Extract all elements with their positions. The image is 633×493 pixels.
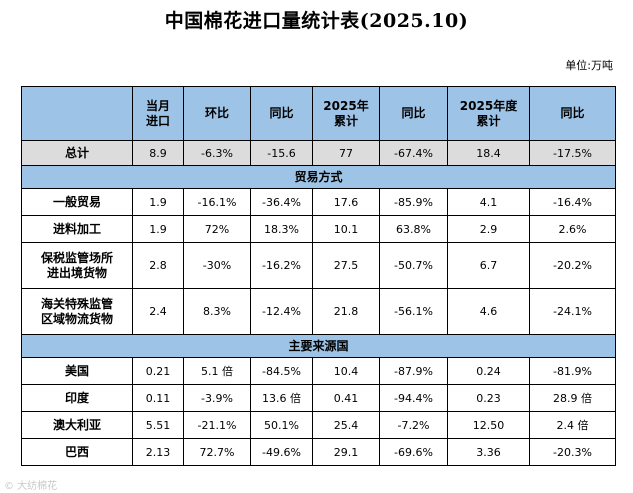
table-cell: 10.1 (312, 215, 380, 243)
row-label: 印度 (21, 384, 133, 412)
table-cell: 2.4 (132, 288, 184, 335)
table-cell: 12.50 (447, 411, 530, 439)
section-title: 贸易方式 (21, 165, 616, 189)
cotton-import-table: 当月 进口 环比 同比 2025年 累计 同比 2025年度 累计 同比 总计 … (21, 86, 616, 466)
table-cell: 6.7 (447, 242, 530, 289)
table-cell: -67.4% (379, 140, 448, 166)
table-cell: -56.1% (379, 288, 448, 335)
table-cell: 2.8 (132, 242, 184, 289)
section-header-row: 贸易方式 (21, 165, 616, 189)
table-cell: 4.6 (447, 288, 530, 335)
table-row: 美国 0.21 5.1 倍 -84.5% 10.4 -87.9% 0.24 -81.9% (21, 357, 616, 385)
header-cell: 同比 (379, 86, 448, 141)
table-cell: -20.2% (529, 242, 616, 289)
table-cell: 18.4 (447, 140, 530, 166)
table-cell: -24.1% (529, 288, 616, 335)
table-cell: -20.3% (529, 438, 616, 466)
row-label: 巴西 (21, 438, 133, 466)
table-row: 进料加工 1.9 72% 18.3% 10.1 63.8% 2.9 2.6% (21, 215, 616, 243)
table-row: 澳大利亚 5.51 -21.1% 50.1% 25.4 -7.2% 12.50 2.4 倍 (21, 411, 616, 439)
table-cell: 13.6 倍 (250, 384, 313, 412)
table-cell: 27.5 (312, 242, 380, 289)
table-cell: 10.4 (312, 357, 380, 385)
table-cell: 18.3% (250, 215, 313, 243)
table-cell: 0.21 (132, 357, 184, 385)
table-cell: 4.1 (447, 188, 530, 216)
table-cell: -16.4% (529, 188, 616, 216)
row-label: 海关特殊监管 区域物流货物 (21, 288, 133, 335)
table-cell: 5.1 倍 (183, 357, 251, 385)
table-cell: -69.6% (379, 438, 448, 466)
table-cell: 50.1% (250, 411, 313, 439)
table-cell: 63.8% (379, 215, 448, 243)
table-row: 海关特殊监管 区域物流货物 2.4 8.3% -12.4% 21.8 -56.1% 4.6-… (21, 288, 616, 335)
table-row: 一般贸易 1.9 -16.1% -36.4% 17.6 -85.9% 4.1 -16.4% (21, 188, 616, 216)
table-cell: 1.9 (132, 188, 184, 216)
table-cell: -15.6 (250, 140, 313, 166)
header-cell: 同比 (529, 86, 616, 141)
table-cell: -12.4% (250, 288, 313, 335)
table-cell: 2.4 倍 (529, 411, 616, 439)
unit-label: 单位:万吨 (565, 59, 613, 72)
table-row: 巴西 2.13 72.7% -49.6% 29.1 -69.6% 3.36 -20.3% (21, 438, 616, 466)
section-title: 主要来源国 (21, 334, 616, 358)
header-cell: 2025年 累计 (312, 86, 380, 141)
table-cell: 29.1 (312, 438, 380, 466)
table-cell: 2.9 (447, 215, 530, 243)
table-cell: -17.5% (529, 140, 616, 166)
table-cell: 21.8 (312, 288, 380, 335)
table-cell: -49.6% (250, 438, 313, 466)
table-cell: -94.4% (379, 384, 448, 412)
table-cell: 8.9 (132, 140, 184, 166)
table-cell: -3.9% (183, 384, 251, 412)
table-cell: 3.36 (447, 438, 530, 466)
table-cell: 8.3% (183, 288, 251, 335)
table-cell: -50.7% (379, 242, 448, 289)
row-label: 总计 (21, 140, 133, 166)
table-cell: 0.23 (447, 384, 530, 412)
table-cell: -16.2% (250, 242, 313, 289)
table-cell: 2.6% (529, 215, 616, 243)
table-row: 保税监管场所 进出境货物 2.8 -30% -16.2% 27.5 -50.7% 6.7 -2… (21, 242, 616, 289)
table-cell: 77 (312, 140, 380, 166)
header-cell: 2025年度 累计 (447, 86, 530, 141)
table-cell: 72% (183, 215, 251, 243)
header-cell: 环比 (183, 86, 251, 141)
header-cell: 当月 进口 (132, 86, 184, 141)
table-cell: 5.51 (132, 411, 184, 439)
table-cell: -81.9% (529, 357, 616, 385)
table-cell: 0.11 (132, 384, 184, 412)
header-row: 当月 进口 环比 同比 2025年 累计 同比 2025年度 累计 同比 (21, 86, 616, 141)
table-cell: 0.41 (312, 384, 380, 412)
header-cell: 同比 (250, 86, 313, 141)
table-cell: -87.9% (379, 357, 448, 385)
section-header-row: 主要来源国 (21, 334, 616, 358)
table-cell: -85.9% (379, 188, 448, 216)
table-cell: 72.7% (183, 438, 251, 466)
table-cell: 1.9 (132, 215, 184, 243)
table-cell: -6.3% (183, 140, 251, 166)
table-cell: 0.24 (447, 357, 530, 385)
row-label: 进料加工 (21, 215, 133, 243)
table-cell: -16.1% (183, 188, 251, 216)
table-cell: 28.9 倍 (529, 384, 616, 412)
row-label: 保税监管场所 进出境货物 (21, 242, 133, 289)
row-label: 美国 (21, 357, 133, 385)
table-cell: -84.5% (250, 357, 313, 385)
row-label: 一般贸易 (21, 188, 133, 216)
row-label: 澳大利亚 (21, 411, 133, 439)
table-cell: -21.1% (183, 411, 251, 439)
table-cell: 25.4 (312, 411, 380, 439)
table-cell: 17.6 (312, 188, 380, 216)
table-row: 印度 0.11 -3.9% 13.6 倍 0.41 -94.4% 0.23 28.9 倍 (21, 384, 616, 412)
table-cell: -30% (183, 242, 251, 289)
header-cell (21, 86, 133, 141)
table-cell: 2.13 (132, 438, 184, 466)
table-cell: -36.4% (250, 188, 313, 216)
total-row: 总计 8.9 -6.3% -15.6 77 -67.4% 18.4 -17.5% (21, 140, 616, 166)
watermark: © 大纺棉花 (4, 481, 58, 492)
table-cell: -7.2% (379, 411, 448, 439)
page-title: 中国棉花进口量统计表(2025.10) (164, 10, 469, 32)
